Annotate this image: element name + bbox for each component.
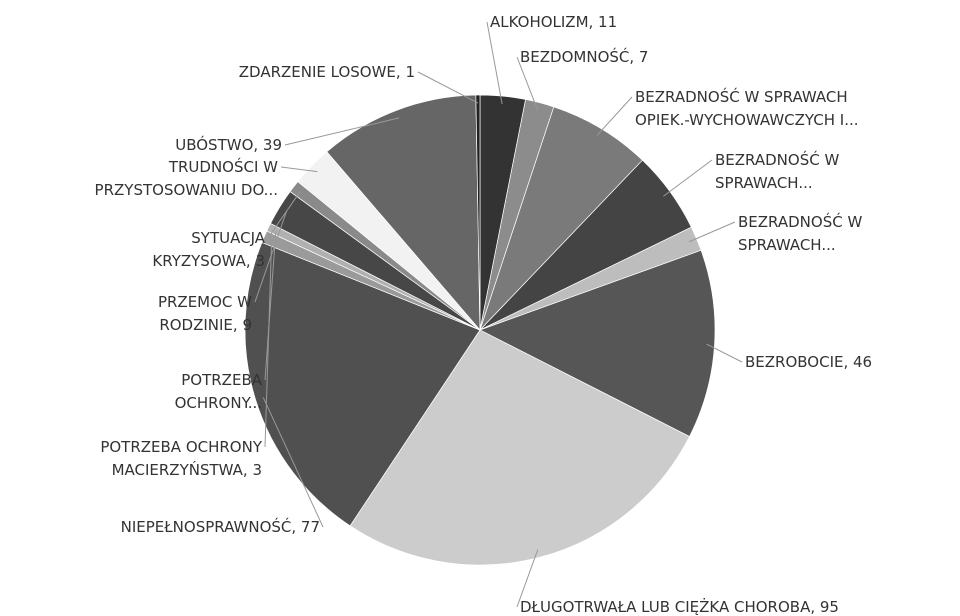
leader-line <box>280 166 318 173</box>
leader-line <box>706 343 743 363</box>
slice-label: PRZEMOC W RODZINIE, 9 <box>158 293 252 334</box>
leader-line <box>486 21 503 105</box>
leader-line <box>663 159 713 197</box>
leader-line <box>267 191 301 239</box>
slice-label: ALKOHOLIZM, 11 <box>490 13 617 31</box>
slice-label-line: KRYZYSOWA, 3 <box>152 252 265 270</box>
slice-label: BEZRADNOŚĆ W SPRAWACH OPIEK.-WYCHOWAWCZYC… <box>635 87 859 129</box>
slice-label-line: SPRAWACH... <box>738 236 836 254</box>
pie-slice <box>326 94 481 331</box>
slice-label: BEZDOMNOŚĆ, 7 <box>520 47 648 66</box>
slice-label-line: PRZYSTOSOWANIU DO... <box>95 181 278 199</box>
leader-line <box>284 117 400 146</box>
leader-line <box>254 211 287 303</box>
slice-label-line: DŁUGOTRWAŁA LUB CIĘŻKA CHOROBA, 95 <box>520 597 839 616</box>
slice-label-line: POTRZEBA <box>181 371 262 389</box>
leader-line <box>516 549 539 608</box>
pie-slice <box>479 249 716 437</box>
slice-label: NIEPEŁNOSPRAWNOŚĆ, 77 <box>121 517 320 536</box>
slice-label: POTRZEBA OCHRONY MACIERZYŃSTWA, 3 <box>100 438 263 479</box>
pie-slice <box>244 242 481 527</box>
leader-line <box>264 230 277 381</box>
slice-label: BEZRADNOŚĆ W SPRAWACH... <box>738 212 862 254</box>
slice-label: DŁUGOTRWAŁA LUB CIĘŻKA CHOROBA, 95 <box>520 597 839 616</box>
pie-slice <box>475 94 481 331</box>
slice-label-line: ZDARZENIE LOSOWE, 1 <box>239 63 415 81</box>
slice-label: UBÓSTWO, 39 <box>175 135 282 154</box>
slice-label-line: OPIEK.-WYCHOWAWCZYCH I... <box>635 111 859 129</box>
slice-label: ZDARZENIE LOSOWE, 1 <box>239 63 415 81</box>
slice-label-line: OCHRONY... <box>175 394 262 412</box>
slice-label-line: PRZEMOC W <box>158 293 252 311</box>
slice-label: BEZRADNOŚĆ W SPRAWACH... <box>715 150 839 192</box>
slice-label-line: BEZDOMNOŚĆ, 7 <box>520 47 648 66</box>
slice-label-line: UBÓSTWO, 39 <box>175 135 282 154</box>
slice-label: BEZROBOCIE, 46 <box>745 353 872 371</box>
pie-slice <box>479 106 643 331</box>
slice-label-line: BEZROBOCIE, 46 <box>745 353 872 371</box>
slice-label-line: SYTUACJA <box>191 229 265 247</box>
slice-label-line: MACIERZYŃSTWA, 3 <box>112 460 262 479</box>
slice-label: SYTUACJA KRYZYSOWA, 3 <box>152 229 265 270</box>
slice-label: TRUDNOŚCI W PRZYSTOSOWANIU DO... <box>95 157 279 199</box>
slice-label-line: ALKOHOLIZM, 11 <box>490 13 617 31</box>
pie-slice <box>349 329 690 566</box>
leader-line <box>688 221 736 243</box>
leader-line <box>516 56 539 111</box>
leader-line <box>262 397 324 528</box>
slice-label-line: BEZRADNOŚĆ W <box>715 150 839 169</box>
leader-line <box>264 239 273 448</box>
leader-line <box>417 71 479 104</box>
slice-label: POTRZEBA OCHRONY... <box>175 371 263 412</box>
slice-label-line: TRUDNOŚCI W <box>168 157 278 176</box>
leader-line <box>596 96 633 136</box>
slice-label-line: BEZRADNOŚĆ W SPRAWACH <box>635 87 848 106</box>
slice-label-line: SPRAWACH... <box>715 174 813 192</box>
slice-label-line: NIEPEŁNOSPRAWNOŚĆ, 77 <box>121 517 320 536</box>
slice-label-line: RODZINIE, 9 <box>159 316 252 334</box>
slice-label-line: BEZRADNOŚĆ W <box>738 212 862 231</box>
slice-label-line: POTRZEBA OCHRONY <box>100 438 263 456</box>
